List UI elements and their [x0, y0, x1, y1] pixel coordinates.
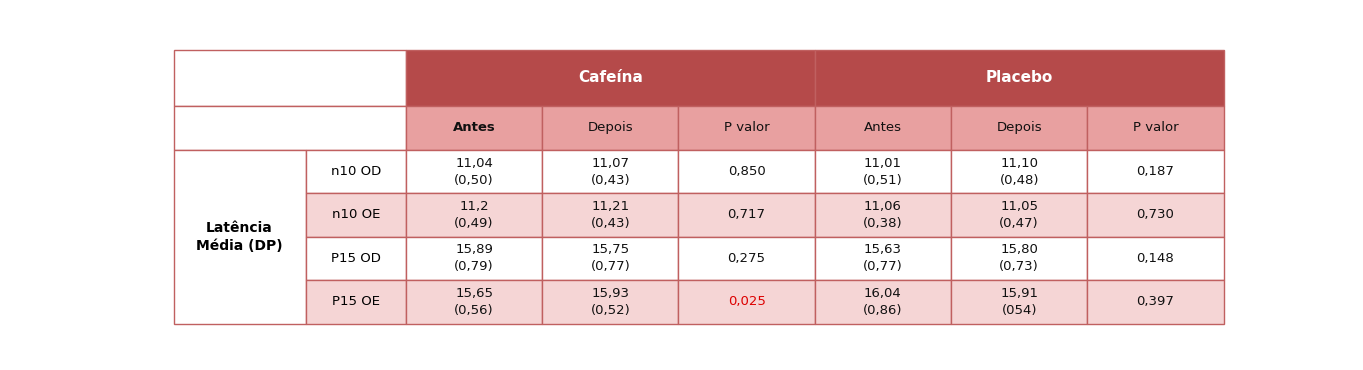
Text: P15 OE: P15 OE — [331, 295, 380, 308]
Text: Depois: Depois — [587, 121, 634, 134]
Text: 11,05
(0,47): 11,05 (0,47) — [999, 200, 1039, 230]
Text: P15 OD: P15 OD — [331, 252, 380, 265]
Bar — [406, 106, 542, 150]
Text: 15,75
(0,77): 15,75 (0,77) — [590, 243, 630, 273]
Bar — [815, 280, 951, 324]
Text: n10 OD: n10 OD — [331, 165, 380, 178]
Text: Latência
Média (DP): Latência Média (DP) — [196, 221, 284, 253]
Bar — [305, 237, 406, 280]
Bar — [679, 106, 815, 150]
Text: Cafeína: Cafeína — [578, 70, 643, 85]
Text: 15,80
(0,73): 15,80 (0,73) — [999, 243, 1039, 273]
Text: Antes: Antes — [453, 121, 495, 134]
Text: 0,025: 0,025 — [728, 295, 766, 308]
Bar — [679, 150, 815, 193]
Bar — [542, 106, 679, 150]
Bar — [679, 280, 815, 324]
Bar — [679, 193, 815, 237]
Text: 0,717: 0,717 — [728, 208, 766, 222]
Bar — [815, 193, 951, 237]
Bar — [1088, 237, 1224, 280]
Bar — [951, 150, 1088, 193]
Bar — [951, 280, 1088, 324]
Bar — [406, 150, 542, 193]
Text: P valor: P valor — [724, 121, 769, 134]
Text: Placebo: Placebo — [985, 70, 1052, 85]
Text: 11,04
(0,50): 11,04 (0,50) — [454, 157, 493, 186]
Bar — [173, 150, 305, 324]
Bar — [542, 237, 679, 280]
Text: 0,187: 0,187 — [1137, 165, 1175, 178]
Bar — [815, 237, 951, 280]
Bar — [951, 106, 1088, 150]
Text: 15,65
(0,56): 15,65 (0,56) — [454, 287, 493, 317]
Text: 11,06
(0,38): 11,06 (0,38) — [863, 200, 902, 230]
Bar — [542, 193, 679, 237]
Text: 15,63
(0,77): 15,63 (0,77) — [863, 243, 902, 273]
Bar — [173, 50, 406, 106]
Bar — [305, 193, 406, 237]
Text: Antes: Antes — [864, 121, 902, 134]
Bar — [1088, 193, 1224, 237]
Bar — [1088, 106, 1224, 150]
Text: 0,397: 0,397 — [1137, 295, 1175, 308]
Text: 15,93
(0,52): 15,93 (0,52) — [590, 287, 630, 317]
Text: 0,850: 0,850 — [728, 165, 766, 178]
Bar — [679, 237, 815, 280]
Text: 11,21
(0,43): 11,21 (0,43) — [590, 200, 630, 230]
Bar — [815, 150, 951, 193]
Bar — [951, 193, 1088, 237]
Bar — [305, 150, 406, 193]
Text: 15,89
(0,79): 15,89 (0,79) — [454, 243, 493, 273]
Text: P valor: P valor — [1133, 121, 1178, 134]
Bar — [305, 280, 406, 324]
Bar — [815, 106, 951, 150]
Text: 11,2
(0,49): 11,2 (0,49) — [454, 200, 493, 230]
Bar — [951, 237, 1088, 280]
Bar — [542, 280, 679, 324]
Text: 11,10
(0,48): 11,10 (0,48) — [999, 157, 1039, 186]
Bar — [406, 280, 542, 324]
Text: 0,275: 0,275 — [728, 252, 766, 265]
Bar — [1088, 150, 1224, 193]
Bar — [406, 50, 815, 106]
Text: n10 OE: n10 OE — [331, 208, 380, 222]
Text: 0,148: 0,148 — [1137, 252, 1175, 265]
Bar — [1088, 280, 1224, 324]
Bar — [406, 193, 542, 237]
Bar — [406, 237, 542, 280]
Text: 11,01
(0,51): 11,01 (0,51) — [863, 157, 902, 186]
Text: 11,07
(0,43): 11,07 (0,43) — [590, 157, 630, 186]
Text: Depois: Depois — [996, 121, 1041, 134]
Text: 15,91
(054): 15,91 (054) — [1000, 287, 1039, 317]
Bar — [542, 150, 679, 193]
Text: 16,04
(0,86): 16,04 (0,86) — [863, 287, 902, 317]
Bar — [173, 106, 406, 150]
Bar — [815, 50, 1224, 106]
Text: 0,730: 0,730 — [1137, 208, 1175, 222]
